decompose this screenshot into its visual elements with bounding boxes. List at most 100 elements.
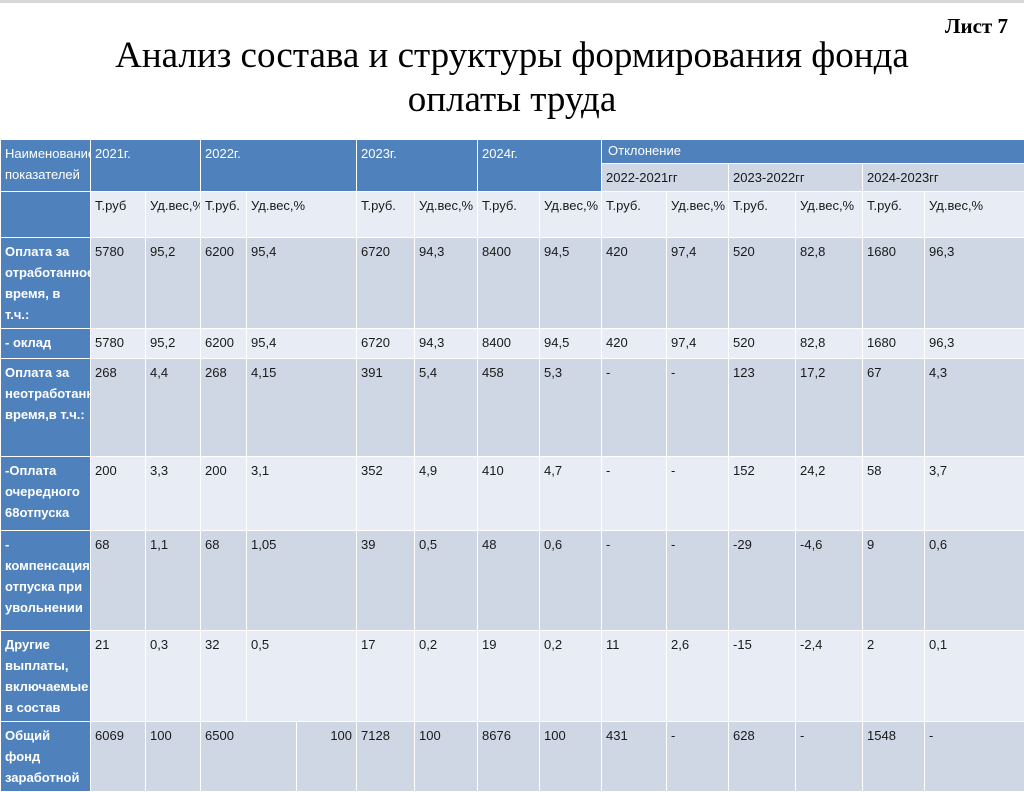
table-cell: 97,4: [667, 238, 729, 329]
table-cell: 100: [415, 722, 478, 792]
table-cell: 82,8: [796, 238, 863, 329]
table-cell: 268: [91, 359, 146, 457]
table-cell: 4,3: [925, 359, 1024, 457]
table-cell: 21: [91, 631, 146, 722]
table-cell: 0,6: [540, 531, 602, 631]
table-cell: 0,3: [146, 631, 201, 722]
table-cell: 68: [91, 531, 146, 631]
table-cell: 5780: [91, 329, 146, 359]
table-cell: -: [667, 722, 729, 792]
table-cell: 352: [357, 457, 415, 531]
table-cell: -: [667, 359, 729, 457]
table-cell: 97,4: [667, 329, 729, 359]
table-cell: 3,3: [146, 457, 201, 531]
subheader-cell: Уд.вес,%: [146, 192, 201, 238]
table-cell: 9: [863, 531, 925, 631]
table-cell: 391: [357, 359, 415, 457]
table-cell: 100: [146, 722, 201, 792]
table-cell: 58: [863, 457, 925, 531]
header-2022: 2022г.: [201, 140, 357, 192]
table-cell: -: [602, 531, 667, 631]
table-cell: 0,6: [925, 531, 1024, 631]
table-cell: 5780: [91, 238, 146, 329]
table-cell: 6500: [201, 722, 297, 792]
table-cell: 4,9: [415, 457, 478, 531]
header-name: Наименование показателей: [1, 140, 91, 192]
table-cell: 420: [602, 329, 667, 359]
table-cell: 3,7: [925, 457, 1024, 531]
table-cell: 11: [602, 631, 667, 722]
payroll-table: Наименование показателей 2021г. 2022г. 2…: [0, 139, 1024, 792]
table-cell: 1680: [863, 329, 925, 359]
table-cell: 6200: [201, 238, 247, 329]
table-cell: 67: [863, 359, 925, 457]
table-cell: 68: [201, 531, 247, 631]
table-cell: 6069: [91, 722, 146, 792]
subheader-cell: Т.руб.: [863, 192, 925, 238]
table-cell: 4,7: [540, 457, 602, 531]
table-cell: 100: [540, 722, 602, 792]
table-cell: 8676: [478, 722, 540, 792]
header-name-cont: [1, 192, 91, 238]
table-cell: 95,4: [247, 329, 357, 359]
table-cell: 458: [478, 359, 540, 457]
header-dev-2023-2022: 2023-2022гг: [729, 164, 863, 192]
table-row: Оплата за неотработанное время,в т.ч.:26…: [1, 359, 1024, 457]
table-cell: 628: [729, 722, 796, 792]
table-cell: 4,15: [247, 359, 357, 457]
table-cell: 95,2: [146, 238, 201, 329]
table-cell: 95,4: [247, 238, 357, 329]
table-cell: 2,6: [667, 631, 729, 722]
table-cell: 82,8: [796, 329, 863, 359]
table-cell: 8400: [478, 329, 540, 359]
table-cell: -: [602, 457, 667, 531]
table-cell: 1548: [863, 722, 925, 792]
table-cell: 420: [602, 238, 667, 329]
table-cell: 96,3: [925, 238, 1024, 329]
table-cell: 4,4: [146, 359, 201, 457]
table-cell: 0,1: [925, 631, 1024, 722]
table-cell: -29: [729, 531, 796, 631]
subheader-cell: Уд.вес,%: [415, 192, 478, 238]
subheader-cell: Уд.вес,%: [540, 192, 602, 238]
row-label: - оклад: [1, 329, 91, 359]
title-line-1: Анализ состава и структуры формирования …: [0, 34, 1024, 78]
table-cell: 123: [729, 359, 796, 457]
table-cell: 17,2: [796, 359, 863, 457]
table-cell: 0,2: [540, 631, 602, 722]
header-dev-2022-2021: 2022-2021гг: [602, 164, 729, 192]
top-border: [0, 0, 1024, 3]
row-label: - компенсация отпуска при увольнении: [1, 531, 91, 631]
table-cell: 5,3: [540, 359, 602, 457]
row-label: -Оплата очередного 68отпуска: [1, 457, 91, 531]
table-cell: 94,3: [415, 238, 478, 329]
table-cell: 94,5: [540, 238, 602, 329]
header-dev-2024-2023: 2024-2023гг: [863, 164, 1024, 192]
table-row: Оплата за отработанное время, в т.ч.:578…: [1, 238, 1024, 329]
table-cell: 100: [297, 722, 357, 792]
table-cell: -: [667, 457, 729, 531]
title-line-2: оплаты труда: [0, 78, 1024, 122]
table-cell: -15: [729, 631, 796, 722]
table-cell: -4,6: [796, 531, 863, 631]
table-cell: 3,1: [247, 457, 357, 531]
table-cell: 32: [201, 631, 247, 722]
table-cell: 410: [478, 457, 540, 531]
table-cell: 6720: [357, 238, 415, 329]
row-label: Другие выплаты, включаемые в состав: [1, 631, 91, 722]
table-cell: 0,2: [415, 631, 478, 722]
page-title: Анализ состава и структуры формирования …: [0, 34, 1024, 122]
table-cell: 94,5: [540, 329, 602, 359]
table-cell: 7128: [357, 722, 415, 792]
table-cell: -: [667, 531, 729, 631]
table-cell: -: [796, 722, 863, 792]
table-cell: 520: [729, 329, 796, 359]
row-label: Оплата за отработанное время, в т.ч.:: [1, 238, 91, 329]
table-cell: 268: [201, 359, 247, 457]
header-deviation: Отклонение: [602, 140, 1024, 164]
table-cell: 17: [357, 631, 415, 722]
